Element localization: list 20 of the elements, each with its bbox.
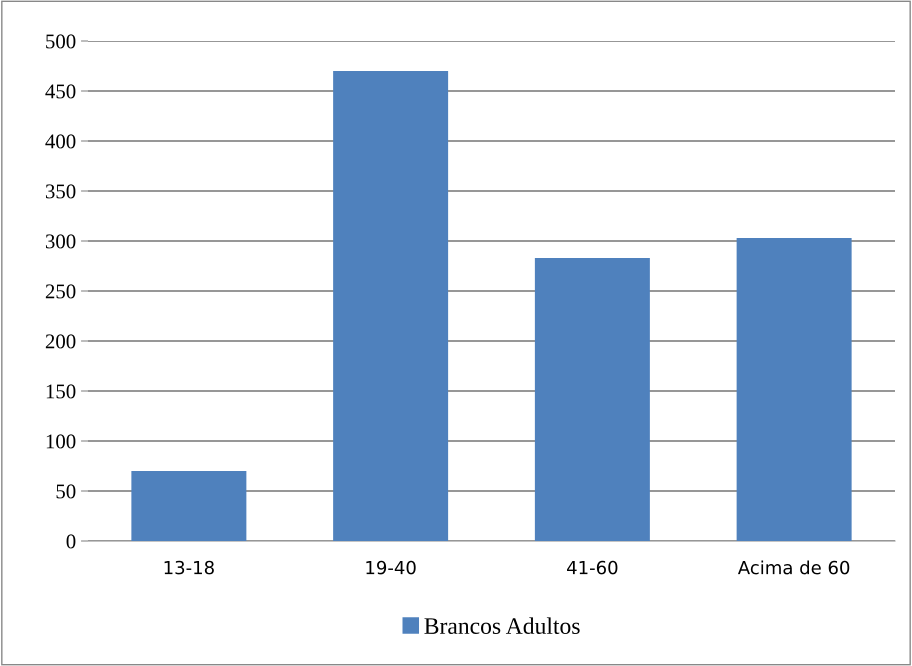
y-tick-label: 50 xyxy=(56,484,76,498)
y-tick-label: 450 xyxy=(45,84,76,98)
y-tick-label: 150 xyxy=(46,384,76,398)
bar xyxy=(736,238,852,541)
x-tick-label: 19-40 xyxy=(366,560,416,574)
bar xyxy=(131,471,246,541)
bar xyxy=(333,71,448,541)
y-tick-label: 100 xyxy=(46,434,76,448)
x-tick-label: Acima de 60 xyxy=(738,560,850,574)
y-tick-label: 400 xyxy=(45,134,76,148)
legend-label: Brancos Adultos xyxy=(424,617,580,634)
x-tick-label: 13-18 xyxy=(164,560,214,574)
y-tick-label: 350 xyxy=(46,184,76,198)
bar xyxy=(534,258,650,541)
y-tick-label: 300 xyxy=(46,234,76,248)
y-tick-label: 250 xyxy=(46,284,76,298)
y-tick-label: 0 xyxy=(66,534,76,548)
x-tick-label: 41-60 xyxy=(567,560,618,574)
y-tick-label: 500 xyxy=(46,34,76,48)
y-tick-label: 200 xyxy=(46,334,76,348)
